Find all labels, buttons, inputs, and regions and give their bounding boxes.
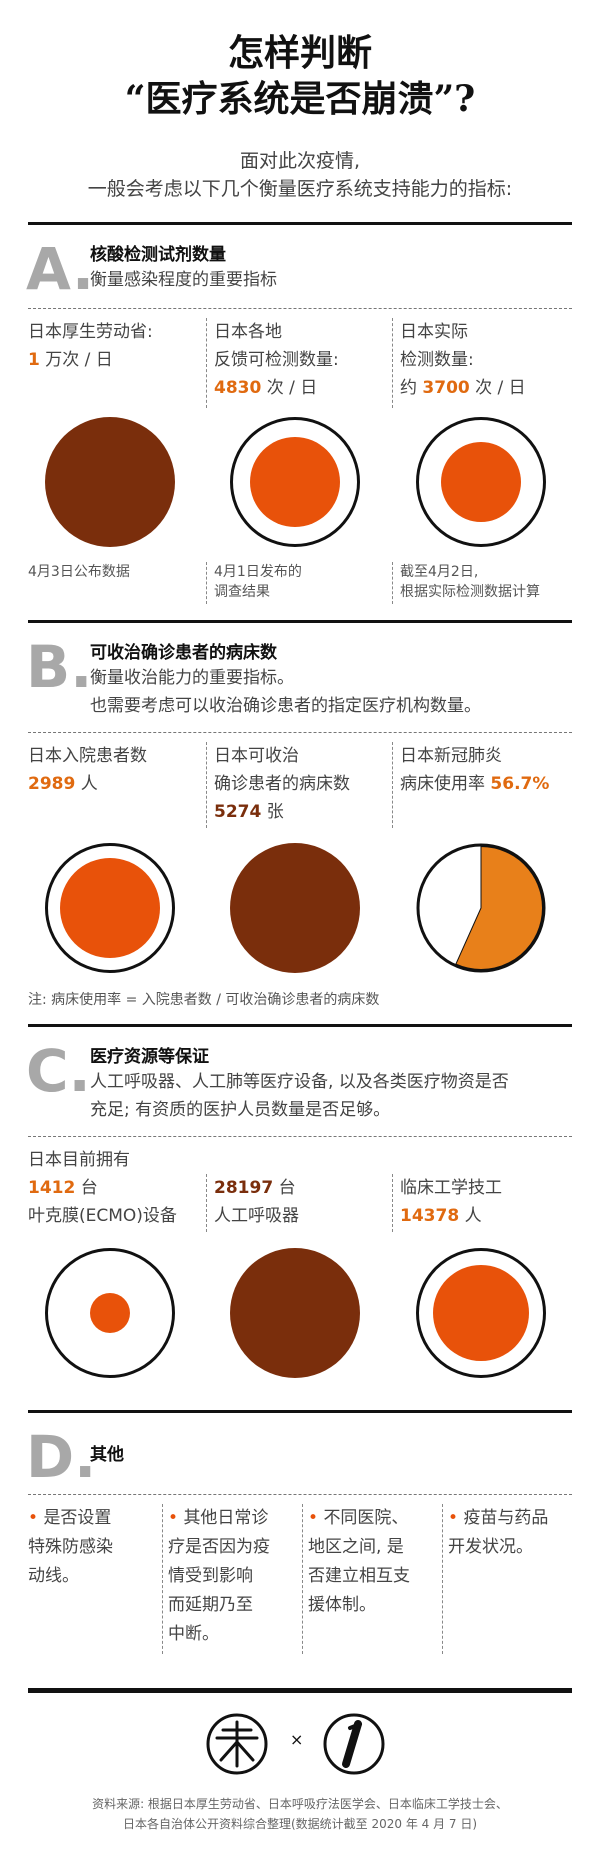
section-a-col3-text: 日本实际 检测数量: 约 3700 次 / 日 xyxy=(400,322,526,398)
technicians-circle xyxy=(416,1248,546,1378)
column-divider xyxy=(392,742,393,828)
column-divider xyxy=(392,318,393,408)
technicians-fill xyxy=(433,1265,529,1361)
bed-usage-pie-slice xyxy=(455,845,543,970)
bed-usage-pie xyxy=(416,843,546,973)
section-a-title: 核酸检测试剂数量 xyxy=(90,245,226,265)
page-title-line1: 怎样判断 xyxy=(227,32,372,74)
section-b-col2-text: 日本可收治 确诊患者的病床数 5274 张 xyxy=(214,746,350,822)
column-divider xyxy=(442,1504,443,1654)
dotted-divider xyxy=(28,308,572,309)
inpatients-fill xyxy=(60,858,160,958)
section-divider xyxy=(28,620,572,623)
actual-tests-fill xyxy=(441,442,521,522)
section-c-intro: 日本目前拥有 xyxy=(28,1150,130,1170)
ecmo-fill xyxy=(90,1293,130,1333)
column-divider xyxy=(302,1504,303,1654)
section-a-col1-note: 4月3日公布数据 xyxy=(28,564,130,580)
column-divider xyxy=(206,1174,207,1232)
ecmo-circle xyxy=(45,1248,175,1378)
section-letter-c: C. xyxy=(26,1037,91,1105)
page-title-line2: “医疗系统是否崩溃”? xyxy=(124,78,476,120)
source-note-line1: 资料来源: 根据日本厚生劳动省、日本呼吸疗法医学会、日本临床工学技士会、 xyxy=(92,1797,508,1811)
section-b-title: 可收治确诊患者的病床数 xyxy=(90,643,277,663)
inpatients-circle xyxy=(45,843,175,973)
reported-capacity-circle xyxy=(230,417,360,547)
test-capacity-circle xyxy=(45,417,175,547)
section-d-item-3: • 不同医院、 地区之间, 是 否建立相互支 援体制。 xyxy=(308,1508,410,1615)
section-c-desc: 人工呼吸器、人工肺等医疗设备, 以及各类医疗物资是否 充足; 有资质的医护人员数… xyxy=(90,1072,509,1120)
section-d-item-1: • 是否设置 特殊防感染 动线。 xyxy=(28,1508,113,1586)
section-a-col2-text: 日本各地 反馈可检测数量: 4830 次 / 日 xyxy=(214,322,339,398)
dotted-divider xyxy=(28,1136,572,1137)
publisher-logo-1 xyxy=(206,1713,268,1775)
section-divider xyxy=(28,1024,572,1027)
section-d-title: 其他 xyxy=(90,1445,124,1465)
ventilators-circle xyxy=(230,1248,360,1378)
actual-tests-circle xyxy=(416,417,546,547)
column-divider xyxy=(206,742,207,828)
section-b-col1-text: 日本入院患者数 2989 人 xyxy=(28,746,147,794)
section-divider xyxy=(28,222,572,225)
page-subtitle-line2: 一般会考虑以下几个衡量医疗系统支持能力的指标: xyxy=(87,178,513,200)
section-a-col2-note: 4月1日发布的 调查结果 xyxy=(214,564,302,600)
column-divider xyxy=(392,562,393,604)
section-a-col3-note: 截至4月2日, 根据实际检测数据计算 xyxy=(400,564,540,600)
section-b-col3-text: 日本新冠肺炎 病床使用率 56.7% xyxy=(400,746,550,794)
section-a-desc: 衡量感染程度的重要指标 xyxy=(90,270,277,290)
column-divider xyxy=(162,1504,163,1654)
dotted-divider xyxy=(28,732,572,733)
logo-separator: × xyxy=(290,1730,304,1749)
column-divider xyxy=(206,562,207,604)
dotted-divider xyxy=(28,1494,572,1495)
section-letter-b: B. xyxy=(26,633,93,701)
footer-divider xyxy=(28,1688,572,1693)
section-divider xyxy=(28,1410,572,1413)
page-subtitle-line1: 面对此次疫情, xyxy=(239,150,361,172)
column-divider xyxy=(206,318,207,408)
source-note-line2: 日本各自治体公开资料综合整理(数据统计截至 2020 年 4 月 7 日) xyxy=(122,1817,478,1831)
section-d-item-2: • 其他日常诊 疗是否因为疫 情受到影响 而延期乃至 中断。 xyxy=(168,1508,270,1644)
beds-circle xyxy=(230,843,360,973)
section-c-col2-text: 28197 台 人工呼吸器 xyxy=(214,1178,299,1226)
column-divider xyxy=(392,1174,393,1232)
reported-capacity-fill xyxy=(250,437,340,527)
section-b-note: 注: 病床使用率 = 入院患者数 / 可收治确诊患者的病床数 xyxy=(28,992,380,1008)
section-c-col1-text: 1412 台 叶克膜(ECMO)设备 xyxy=(28,1178,177,1226)
section-letter-a: A. xyxy=(26,235,94,303)
section-a-col1-text: 日本厚生劳动省: 1 万次 / 日 xyxy=(28,322,153,370)
section-d-item-4: • 疫苗与药品 开发状况。 xyxy=(448,1508,549,1557)
section-b-desc: 衡量收治能力的重要指标。 也需要考虑可以收治确诊患者的指定医疗机构数量。 xyxy=(90,668,481,716)
section-letter-d: D. xyxy=(26,1423,97,1491)
section-c-title: 医疗资源等保证 xyxy=(90,1047,209,1067)
section-c-col3-text: 临床工学技工 14378 人 xyxy=(400,1178,502,1226)
publisher-logo-2 xyxy=(323,1713,385,1775)
